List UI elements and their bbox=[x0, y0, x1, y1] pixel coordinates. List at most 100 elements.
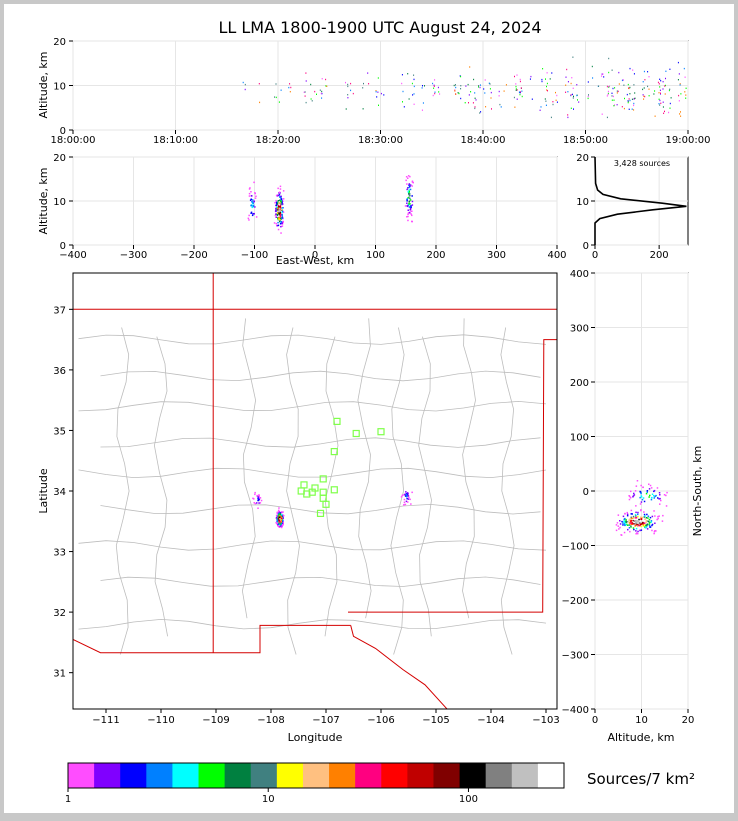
time-height-source bbox=[602, 73, 604, 75]
north-south-source bbox=[649, 521, 651, 524]
county-border bbox=[153, 336, 168, 637]
north-south-source bbox=[639, 496, 641, 499]
north-south-source bbox=[626, 511, 628, 514]
east-west-source bbox=[278, 191, 281, 193]
east-west-source bbox=[279, 211, 281, 214]
east-west-source bbox=[282, 217, 284, 220]
north-south-source bbox=[654, 495, 656, 498]
east-west-source bbox=[280, 232, 282, 234]
time-height-source bbox=[611, 92, 613, 94]
time-height-source bbox=[503, 90, 505, 92]
time-height-source bbox=[491, 108, 492, 110]
east-west-source bbox=[255, 216, 258, 218]
colorbar-cell bbox=[198, 763, 226, 788]
time-height-source bbox=[629, 93, 631, 95]
plan-view-source bbox=[277, 523, 280, 525]
east-west-source bbox=[410, 213, 412, 215]
east-west-xtick-label: −200 bbox=[180, 250, 207, 261]
time-height-source bbox=[571, 77, 573, 79]
plan-view-source bbox=[406, 495, 408, 498]
time-height-source bbox=[421, 87, 423, 89]
time-height-source bbox=[573, 108, 574, 110]
north-south-source bbox=[639, 503, 642, 505]
time-height-source bbox=[514, 106, 516, 108]
north-south-source bbox=[648, 518, 651, 521]
plan-view-source bbox=[278, 512, 280, 515]
histogram-ytick-label: 20 bbox=[576, 153, 589, 164]
time-height-source bbox=[515, 83, 517, 85]
north-south-source bbox=[666, 491, 668, 494]
time-height-source bbox=[618, 71, 620, 74]
plan-view-source bbox=[258, 496, 260, 498]
time-height-source bbox=[678, 94, 680, 97]
east-west-source bbox=[279, 199, 281, 201]
time-height-source bbox=[613, 105, 615, 107]
time-height-xtick-label: 18:20:00 bbox=[256, 135, 301, 146]
time-height-source bbox=[679, 83, 681, 85]
time-height-source bbox=[660, 80, 662, 82]
north-south-source bbox=[650, 497, 653, 499]
time-height-source bbox=[567, 116, 569, 119]
north-south-source bbox=[646, 491, 648, 493]
time-height-source bbox=[347, 97, 349, 99]
time-height-source bbox=[659, 104, 661, 106]
time-height-source bbox=[422, 85, 423, 87]
north-south-source bbox=[626, 513, 629, 516]
time-height-source bbox=[607, 86, 609, 88]
north-south-source bbox=[634, 514, 637, 516]
north-south-source bbox=[637, 524, 639, 526]
time-height-source bbox=[677, 79, 679, 81]
north-south-source bbox=[660, 499, 662, 502]
county-border bbox=[78, 400, 547, 412]
east-west-source bbox=[411, 195, 413, 197]
time-height-source bbox=[541, 80, 543, 83]
east-west-source bbox=[275, 213, 277, 215]
time-height-source bbox=[654, 90, 656, 92]
north-south-source bbox=[649, 526, 652, 528]
time-height-source bbox=[350, 89, 352, 92]
east-west-source bbox=[278, 194, 281, 196]
plan-view-source bbox=[280, 516, 282, 518]
county-border bbox=[500, 327, 515, 655]
histogram-ticks: 0 200 0 10 20 bbox=[576, 153, 668, 261]
plan-view-source bbox=[403, 498, 406, 501]
time-height-source bbox=[432, 94, 434, 97]
time-height-source bbox=[643, 87, 645, 89]
plan-view-source bbox=[281, 525, 283, 527]
time-height-source bbox=[539, 109, 541, 111]
time-height-source bbox=[375, 90, 377, 92]
time-height-source bbox=[632, 69, 634, 71]
north-south-source bbox=[633, 494, 636, 496]
east-west-source bbox=[250, 195, 253, 197]
time-height-source bbox=[274, 96, 276, 98]
station-markers bbox=[297, 417, 385, 517]
time-height-source bbox=[459, 75, 461, 77]
north-south-source bbox=[631, 517, 633, 520]
north-south-source bbox=[655, 494, 657, 497]
east-west-source bbox=[275, 204, 278, 206]
time-height-source bbox=[545, 100, 547, 102]
east-west-source bbox=[250, 198, 252, 200]
east-west-source bbox=[412, 181, 414, 184]
time-height-source bbox=[469, 66, 471, 68]
north-south-ytick-label: 300 bbox=[570, 324, 589, 335]
plan-view-source bbox=[276, 520, 279, 522]
east-west-source bbox=[277, 224, 280, 227]
east-west-source bbox=[248, 195, 251, 197]
east-west-source bbox=[279, 215, 282, 218]
east-west-source bbox=[408, 183, 411, 185]
east-west-source bbox=[274, 202, 276, 204]
time-height-source bbox=[611, 99, 613, 101]
east-west-source bbox=[278, 207, 281, 209]
north-south-source bbox=[651, 515, 654, 518]
time-height-source bbox=[546, 89, 548, 91]
plan-view-xtick-label: −109 bbox=[202, 715, 229, 726]
east-west-source bbox=[250, 211, 253, 214]
time-height-source bbox=[648, 76, 650, 78]
time-height-source bbox=[321, 78, 323, 80]
time-height-source bbox=[659, 86, 661, 88]
time-height-source bbox=[621, 106, 623, 108]
time-height-panel: 18:00:00 18:10:00 18:20:00 18:30:00 18:40:00… bbox=[37, 37, 710, 146]
time-height-source bbox=[460, 97, 462, 100]
time-height-source bbox=[601, 75, 603, 77]
